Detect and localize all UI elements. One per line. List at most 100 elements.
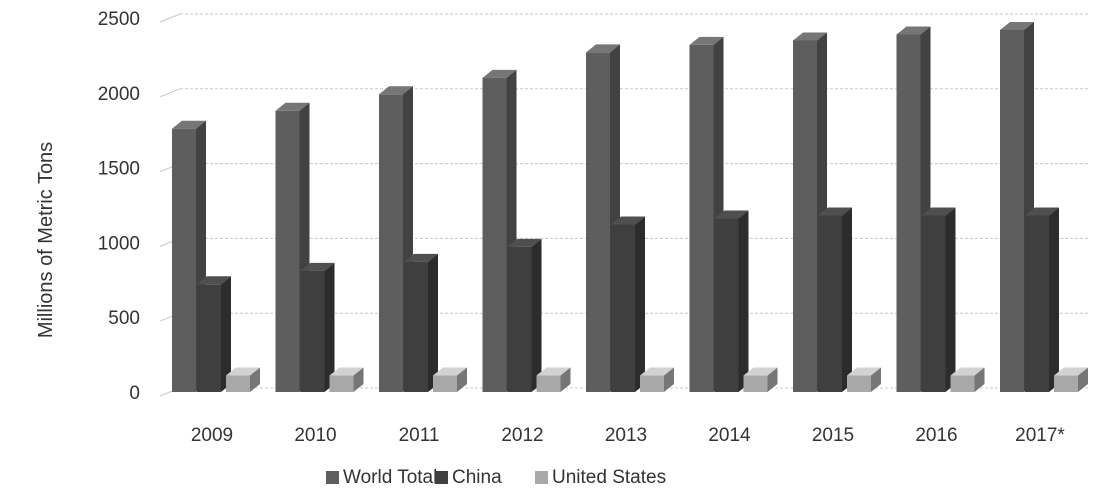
bar-side [945, 207, 956, 392]
bar-top [507, 238, 542, 247]
bar-front [482, 77, 507, 392]
bar-top [818, 207, 852, 216]
bar-top [275, 102, 310, 111]
legend-swatch [435, 471, 448, 484]
bar-top [300, 262, 335, 271]
x-tick-label: 2010 [294, 425, 336, 446]
bar-side [767, 367, 778, 392]
bar-top [689, 36, 724, 45]
bar-side [250, 367, 260, 392]
bar-front [640, 375, 664, 392]
bar-front [921, 215, 946, 392]
bar-side [664, 367, 674, 392]
bar [950, 367, 985, 392]
x-tick-label: 2012 [501, 425, 543, 446]
bar-front [379, 94, 403, 393]
bar [611, 216, 645, 392]
bar-top [611, 216, 645, 225]
bar [714, 210, 749, 392]
bar [921, 207, 956, 392]
legend-label: World Total [343, 467, 437, 488]
x-tick-label: 2015 [812, 425, 854, 446]
legend-item: United States [535, 467, 666, 488]
bar-front [226, 375, 250, 392]
y-axis-ticks: 0 500 1000 1500 2000 2500 [98, 9, 140, 404]
gridline-depth [159, 88, 181, 98]
bar-front [172, 128, 196, 393]
bar-front [404, 261, 428, 392]
bar-top [1000, 21, 1034, 30]
bar [818, 207, 852, 392]
bar [404, 253, 438, 392]
bar-top [172, 120, 206, 129]
bar [226, 367, 260, 392]
bar-top [536, 367, 571, 376]
x-axis-ticks: 2009 2010 2011 2012 2013 2014 2015 2016 2017* [191, 425, 1066, 446]
bar [433, 367, 467, 392]
x-tick-label: 2011 [399, 425, 440, 446]
bar-side [1078, 367, 1088, 392]
bar-side [221, 276, 231, 392]
bar-top [714, 210, 749, 219]
bar-front [300, 270, 325, 392]
bar-front [689, 44, 714, 392]
bar-front [1000, 29, 1024, 393]
bar-front [275, 110, 300, 392]
bar-front [847, 375, 871, 392]
bar-front [507, 246, 532, 392]
bar-top [379, 86, 413, 95]
y-axis-title: Millions of Metric Tons [35, 142, 57, 338]
bar-top [896, 26, 931, 35]
bar-front [197, 284, 221, 392]
bar-top [921, 207, 956, 216]
bar-top [640, 367, 674, 376]
bar [197, 276, 231, 392]
bar-front [743, 375, 768, 392]
bar [743, 367, 778, 392]
bar-front [818, 215, 842, 392]
bar-front [1025, 215, 1049, 392]
bar-top [743, 367, 778, 376]
bar-top [847, 367, 881, 376]
legend-label: United States [552, 467, 666, 488]
legend-swatch [326, 471, 339, 484]
bar [507, 238, 542, 392]
bar-front [950, 375, 975, 392]
bar-front [1054, 375, 1078, 392]
gridline-depth [159, 13, 181, 23]
bar-top [793, 32, 827, 41]
bar-top [329, 367, 364, 376]
bar-side [428, 253, 438, 392]
bar [640, 367, 674, 392]
bar-top [226, 367, 260, 376]
bar [1025, 207, 1059, 392]
bar-front [586, 52, 610, 393]
x-tick-label: 2014 [708, 425, 751, 446]
bar-top [197, 276, 231, 285]
bar-top [482, 69, 517, 78]
y-tick-label: 1000 [98, 233, 140, 254]
x-tick-label: 2017* [1015, 425, 1065, 446]
y-tick-label: 500 [108, 308, 140, 329]
bar-side [842, 207, 852, 392]
x-tick-label: 2009 [191, 425, 233, 446]
bar-front [611, 224, 635, 392]
bar-side [738, 210, 749, 392]
bar-side [560, 367, 571, 392]
bar-front [793, 40, 817, 392]
bar [300, 262, 335, 392]
bar-top [1025, 207, 1059, 216]
bar-front [433, 375, 457, 392]
legend-item: World Total [326, 467, 437, 488]
bar [847, 367, 881, 392]
bar-side [871, 367, 881, 392]
y-tick-label: 0 [129, 383, 140, 404]
bar-front [536, 375, 561, 392]
bar-side [635, 216, 645, 392]
bar-side [1049, 207, 1059, 392]
bar-top [433, 367, 467, 376]
y-tick-label: 2000 [98, 84, 140, 105]
bar [1054, 367, 1088, 392]
bar-side [531, 238, 542, 392]
